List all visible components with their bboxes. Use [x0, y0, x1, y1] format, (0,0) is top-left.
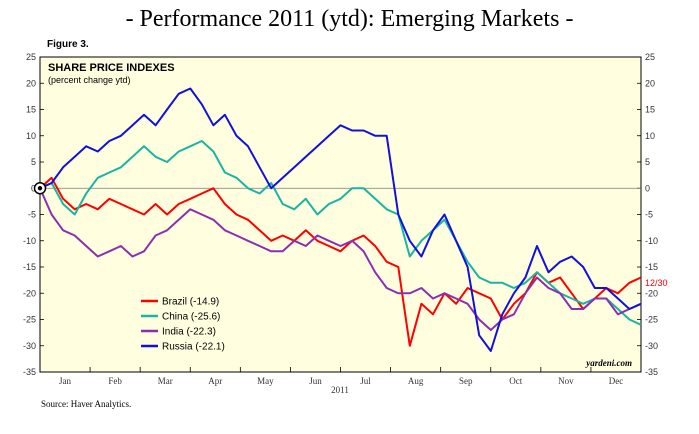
y-tick-label-left: 15	[26, 105, 36, 115]
end-date-annotation: 12/30	[645, 278, 668, 288]
page-title: - Performance 2011 (ytd): Emerging Marke…	[125, 6, 574, 32]
plot-background	[39, 56, 642, 373]
y-tick-label-right: 10	[645, 131, 655, 141]
series-line	[39, 87, 642, 352]
tick-layer: 25 25 20 20 15 15 10 10 5 5 0 0 -5 -5 -10 -10 -15 -15 -20 -…	[23, 52, 658, 386]
series-line	[39, 187, 642, 331]
series-line	[39, 140, 642, 326]
y-tick-label-left: 10	[26, 131, 36, 141]
legend: Brazil (-14.9) China (-25.6) India (-22.3)…	[141, 297, 225, 353]
y-tick-label-right: 15	[645, 105, 655, 115]
chart-title: SHARE PRICE INDEXES	[48, 62, 175, 74]
x-tick-label: Sep	[459, 376, 473, 386]
x-tick-label: Jan	[59, 376, 71, 386]
x-axis-year-label: 2011	[331, 385, 349, 395]
y-tick-label-right: -30	[645, 341, 658, 351]
x-tick-label: Feb	[108, 376, 122, 386]
y-tick-label-left: -35	[23, 367, 36, 377]
y-tick-label-right: -10	[645, 236, 658, 246]
series-layer	[39, 87, 642, 352]
origin-marker	[33, 182, 47, 195]
y-tick-label-right: -5	[645, 210, 653, 220]
y-tick-label-left: 20	[26, 78, 36, 88]
y-tick-label-right: 0	[645, 183, 650, 193]
y-tick-label-right: -15	[645, 262, 658, 272]
legend-label: India (-22.3)	[162, 327, 216, 338]
y-tick-label-left: -30	[23, 341, 36, 351]
y-tick-label-left: -10	[23, 236, 36, 246]
y-tick-label-left: -25	[23, 315, 36, 325]
y-tick-label-left: -5	[28, 210, 36, 220]
legend-label: Brazil (-14.9)	[162, 297, 219, 308]
y-tick-label-left: 5	[31, 157, 36, 167]
y-tick-label-left: 25	[26, 52, 36, 62]
x-tick-label: Aug	[408, 376, 424, 386]
source-note: Source: Haver Analytics.	[41, 399, 132, 409]
y-tick-label-right: 20	[645, 78, 655, 88]
y-tick-label-right: -25	[645, 315, 658, 325]
x-tick-label: Jul	[360, 376, 371, 386]
x-tick-label: May	[257, 376, 274, 386]
y-tick-label-left: 0	[31, 183, 36, 193]
x-tick-label: Jun	[309, 376, 322, 386]
y-tick-label-left: -20	[23, 288, 36, 298]
legend-label: China (-25.6)	[162, 312, 220, 323]
x-tick-label: Dec	[609, 376, 624, 386]
chart-subtitle: (percent change ytd)	[48, 75, 131, 85]
y-tick-label-left: -15	[23, 262, 36, 272]
watermark: yardeni.com	[585, 358, 632, 368]
x-tick-label: Oct	[509, 376, 522, 386]
x-tick-label: Nov	[558, 376, 574, 386]
figure-label: Figure 3.	[47, 39, 89, 50]
y-tick-label-right: -20	[645, 288, 658, 298]
origin-marker-dot	[37, 186, 43, 191]
x-tick-label: Apr	[208, 376, 222, 386]
y-tick-label-right: 25	[645, 52, 655, 62]
x-tick-label: Mar	[158, 376, 173, 386]
y-tick-label-right: -35	[645, 367, 658, 377]
legend-label: Russia (-22.1)	[162, 342, 225, 353]
y-tick-label-right: 5	[645, 157, 650, 167]
